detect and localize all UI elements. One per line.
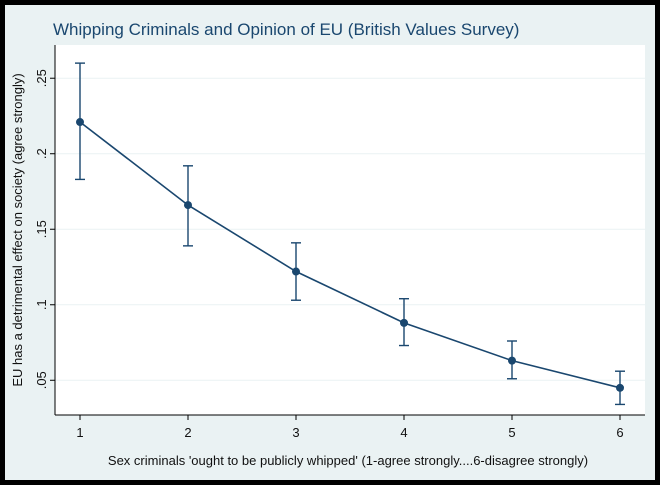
x-tick-label: 3 <box>292 425 299 440</box>
y-tick-label: .05 <box>34 371 49 389</box>
x-tick-label: 1 <box>76 425 83 440</box>
y-axis-title: EU has a detrimental effect on society (… <box>10 73 25 386</box>
x-axis-title: Sex criminals 'ought to be publicly whip… <box>108 453 588 468</box>
x-tick-label: 4 <box>400 425 407 440</box>
data-point <box>184 201 192 210</box>
x-tick-label: 6 <box>616 425 623 440</box>
data-point <box>616 383 624 392</box>
data-point <box>76 118 84 127</box>
y-tick-label: .1 <box>34 299 49 310</box>
chart: .05 .1 .15 .2 .25 1 2 3 4 5 6 Whipping Criminals … <box>10 20 645 468</box>
y-ticks: .05 .1 .15 .2 .25 <box>34 69 55 389</box>
x-ticks: 1 2 3 4 5 6 <box>76 415 624 440</box>
y-tick-label: .25 <box>34 69 49 87</box>
y-tick-label: .2 <box>34 148 49 159</box>
chart-frame: .05 .1 .15 .2 .25 1 2 3 4 5 6 Whipping Criminals … <box>5 5 655 480</box>
y-tick-label: .15 <box>34 220 49 238</box>
data-point <box>400 318 408 327</box>
data-point <box>508 356 516 365</box>
chart-title: Whipping Criminals and Opinion of EU (Br… <box>53 20 519 39</box>
data-point <box>292 267 300 276</box>
x-tick-label: 5 <box>508 425 515 440</box>
x-tick-label: 2 <box>184 425 191 440</box>
series-line <box>79 121 621 389</box>
plot-area <box>55 45 645 415</box>
grid-lines <box>55 77 645 381</box>
series <box>75 62 625 406</box>
